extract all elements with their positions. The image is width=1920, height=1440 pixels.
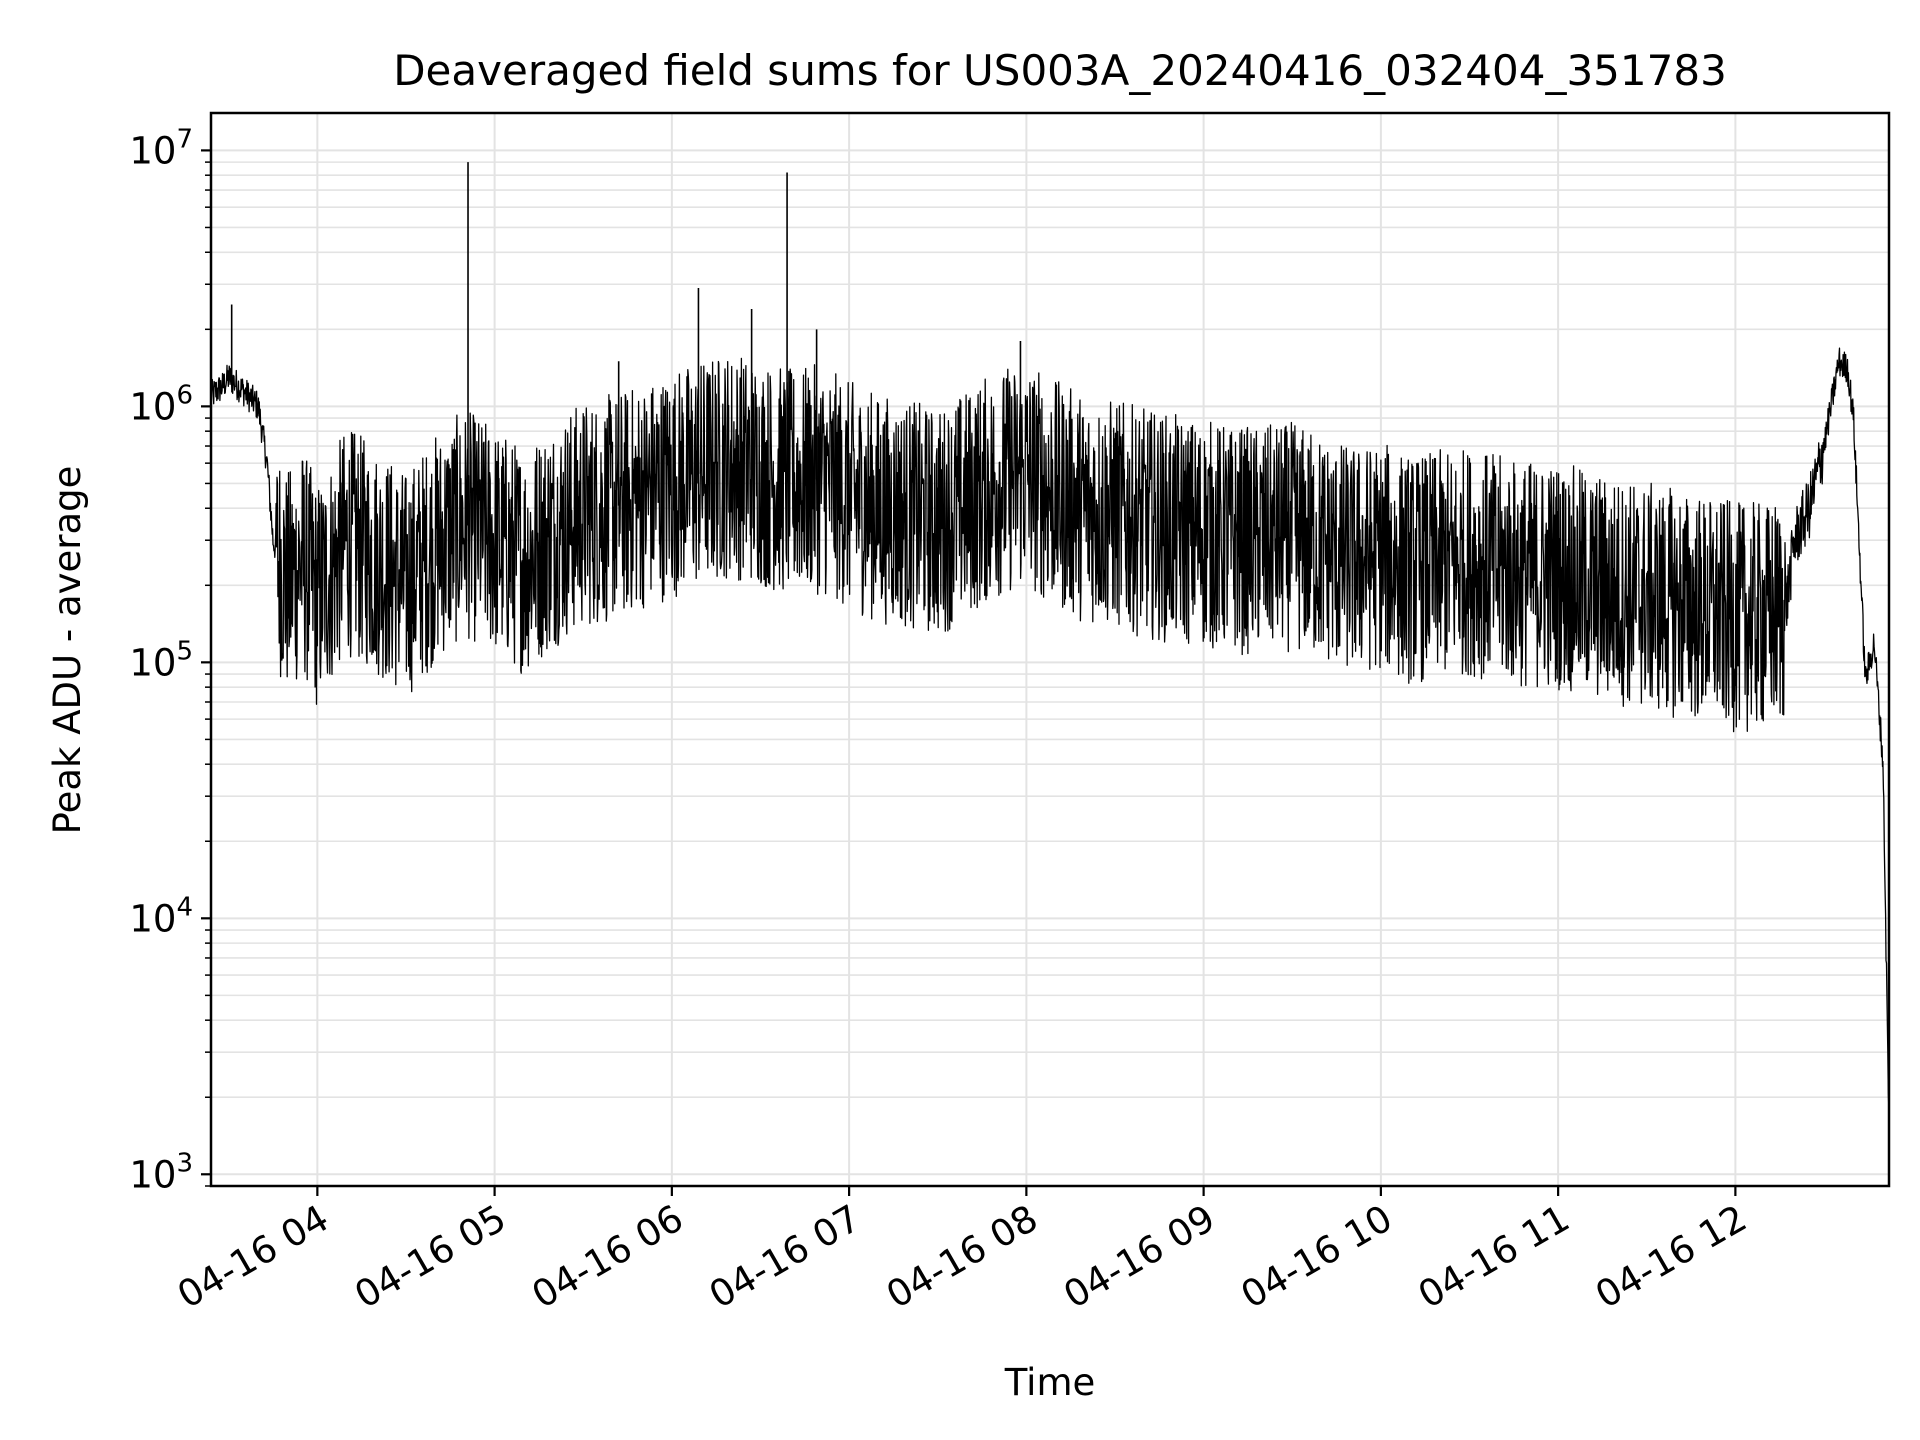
data-line: [210, 347, 1890, 1104]
x-tick-label: 04-16 06: [525, 1197, 691, 1317]
plot-frame: [209, 111, 1891, 1188]
y-axis: 103 104 105 106 107: [129, 124, 211, 1196]
x-tick-label: 04-16 05: [348, 1197, 514, 1317]
y-tick-label: 107: [129, 124, 193, 172]
series-group: [210, 162, 1890, 1104]
x-tick-label: 04-16 12: [1588, 1197, 1754, 1317]
x-tick-label: 04-16 07: [702, 1197, 868, 1317]
x-tick-label: 04-16 04: [170, 1197, 336, 1317]
x-tick-label: 04-16 08: [879, 1197, 1045, 1317]
y-axis-label: Peak ADU - average: [46, 466, 89, 835]
y-tick-label: 103: [129, 1148, 193, 1196]
x-axis-label: Time: [1004, 1361, 1096, 1404]
y-tick-label: 104: [129, 892, 193, 940]
x-axis: 04-16 04 04-16 05 04-16 06 04-16 07 04-16 08…: [170, 1186, 1754, 1317]
grid: [211, 113, 1889, 1187]
x-tick-label: 04-16 09: [1057, 1197, 1223, 1317]
chart-title: Deaveraged field sums for US003A_2024041…: [393, 46, 1727, 95]
x-tick-label: 04-16 11: [1411, 1197, 1577, 1317]
y-tick-label: 106: [129, 380, 193, 428]
x-tick-label: 04-16 10: [1234, 1197, 1400, 1317]
y-tick-label: 105: [129, 636, 193, 684]
